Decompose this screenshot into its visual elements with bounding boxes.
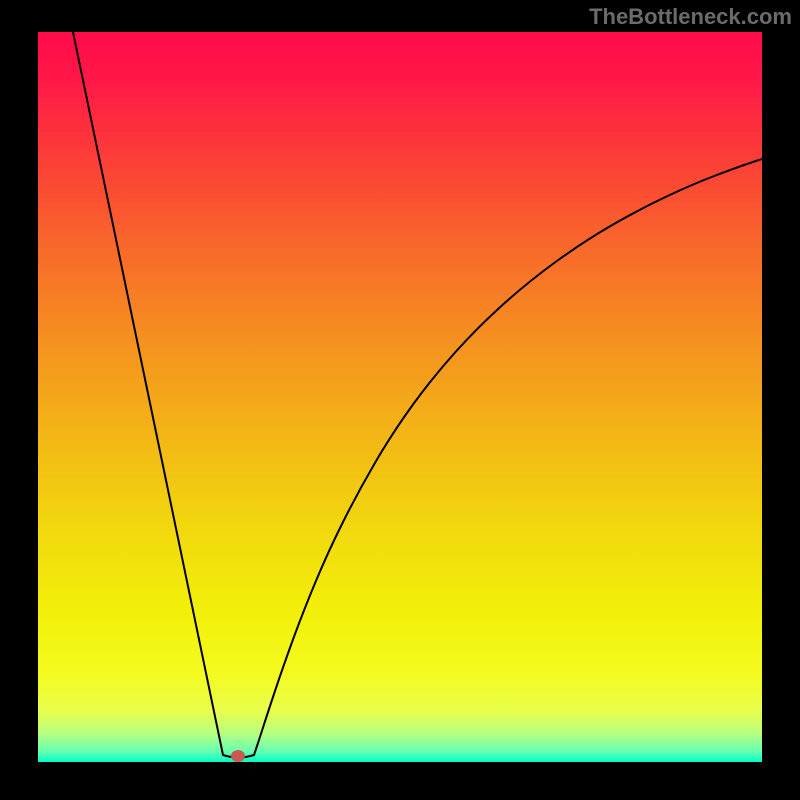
plot-area [38, 32, 762, 762]
gradient-background [38, 32, 762, 762]
gradient-rect [38, 32, 762, 762]
chart-container: TheBottleneck.com [0, 0, 800, 800]
optimal-point-marker [231, 750, 245, 762]
watermark-text: TheBottleneck.com [589, 4, 792, 30]
